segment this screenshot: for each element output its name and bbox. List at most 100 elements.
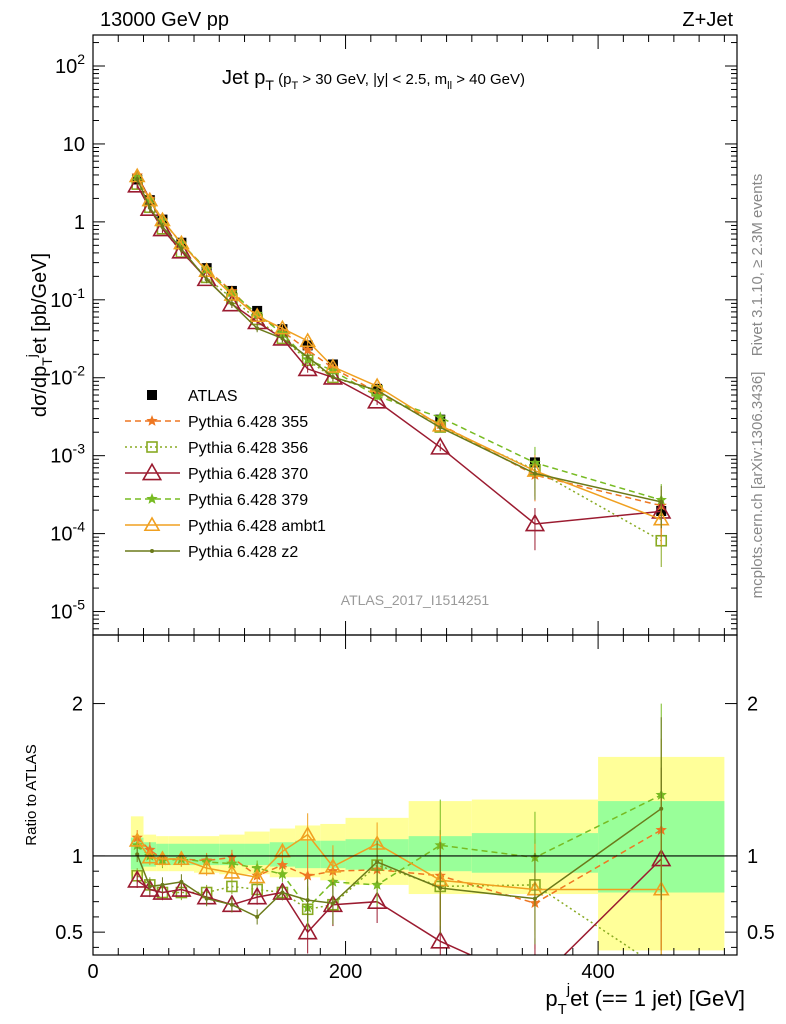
main-y-tick-label: 10-2 [50,363,85,390]
ratio-data-point [526,975,544,990]
ratio-data-point [173,850,190,866]
main-series-line [136,184,662,525]
ratio-series-layer [127,703,672,990]
ratio-data-point [171,879,192,897]
legend: ATLAS Pythia 6.428 355 Pythia 6.428 356 Pyt… [125,388,326,561]
legend-marker [146,441,158,453]
ratio-data-point [226,880,238,893]
ratio-data-point [179,879,184,884]
ratio-data-point [302,869,314,881]
ratio-data-point [128,832,146,847]
ratio-data-point [141,848,159,864]
main-data-point [147,205,152,210]
legend-marker [146,493,158,504]
main-series-line [136,175,662,521]
ratio-y-axis-label: Ratio to ATLAS [23,744,40,845]
analysis-label: ATLAS_2017_I1514251 [341,592,490,608]
main-data-point [659,499,664,504]
main-y-tick-label: 10-1 [50,285,85,312]
ratio-y-tick-label: 1 [72,846,83,868]
legend-entry: Pythia 6.428 356 [125,440,308,457]
ratio-data-point [204,896,209,901]
ratio-data-point [371,878,383,890]
legend-marker [143,516,161,532]
main-y-tick-label: 10-3 [50,441,85,468]
ratio-data-point [139,879,160,897]
ratio-y-tick-label: 0.5 [55,922,83,944]
ratio-y-tick-label: 2 [72,694,83,716]
ratio-data-point [330,901,335,906]
ratio-data-point [198,859,216,875]
legend-entry: Pythia 6.428 379 [125,492,308,509]
ratio-data-point [305,898,310,903]
main-series-layer [127,167,672,568]
main-y-tick-label: 10 [63,134,85,156]
x-tick-label: 200 [329,961,362,983]
ratio-y-tick-label-right: 2 [747,694,758,716]
main-y-tick-label: 1 [74,212,85,234]
main-data-point [438,425,443,430]
main-data-point [330,375,335,380]
main-data-point [135,176,140,181]
main-y-axis-label: dσ/dpTjet [pb/GeV] [23,253,55,417]
ratio-data-point [223,864,241,879]
main-data-point [196,268,217,287]
ratio-series-line [136,858,662,955]
legend-entry: Pythia 6.428 ambt1 [125,516,326,535]
main-data-point [366,390,388,409]
ratio-data-point [276,868,289,880]
main-data-point [302,344,314,355]
plot-title: Jet pT (pT > 30 GeV, |y| < 2.5, mll > 40… [222,67,525,93]
ratio-data-point [226,857,238,869]
energy-label: 13000 GeV pp [100,9,229,31]
main-data-point [152,218,173,237]
legend-entry: ATLAS [147,388,238,405]
ratio-data-point [659,806,664,811]
main-y-tick-label: 102 [55,51,85,78]
ratio-data-point [280,890,285,895]
main-data-point [324,358,342,373]
legend-label: Pythia 6.428 370 [188,466,308,483]
main-data-point [204,277,209,282]
legend-label: ATLAS [188,388,238,405]
legend-label: Pythia 6.428 356 [188,440,308,457]
ratio-data-point [299,826,317,841]
legend-entry: Pythia 6.428 370 [125,462,308,483]
ratio-data-point [247,886,268,905]
ratio-data-point [430,930,451,949]
main-series-line [136,175,662,507]
main-data-point [229,301,234,306]
legend-entry: Pythia 6.428 355 [125,414,308,431]
x-tick-label: 400 [581,961,614,983]
x-tick-label: 0 [87,961,98,983]
main-data-point [171,240,192,259]
rivet-label: Rivet 3.1.10, ≥ 2.3M events [749,174,766,357]
main-data-point [280,336,285,341]
main-data-point [274,319,291,335]
ratio-series-line [136,808,662,918]
process-label: Z+Jet [682,9,733,31]
ratio-data-point [438,885,443,890]
ratio-data-point [251,862,263,873]
main-data-point [248,307,266,323]
ratio-data-point [324,858,342,873]
main-axes: 10-5 10-4 10-3 10-2 10-1 1 10 102 [50,35,737,635]
main-y-tick-label: 10-5 [50,597,85,624]
ratio-y-tick-label-right: 1 [747,846,758,868]
main-data-point [221,293,243,312]
main-data-point [297,358,318,377]
legend-marker [150,549,154,553]
legend-marker [141,462,163,481]
legend-marker [147,390,157,400]
main-data-point [430,436,451,455]
main-data-point [524,513,546,532]
ratio-data-point [297,921,318,940]
main-series-line [136,178,662,503]
main-data-point [322,367,344,385]
main-data-point [305,354,310,359]
ratio-data-point [274,842,291,858]
ratio-data-point [366,891,388,910]
main-data-point [299,332,317,348]
ratio-data-point [160,882,165,887]
